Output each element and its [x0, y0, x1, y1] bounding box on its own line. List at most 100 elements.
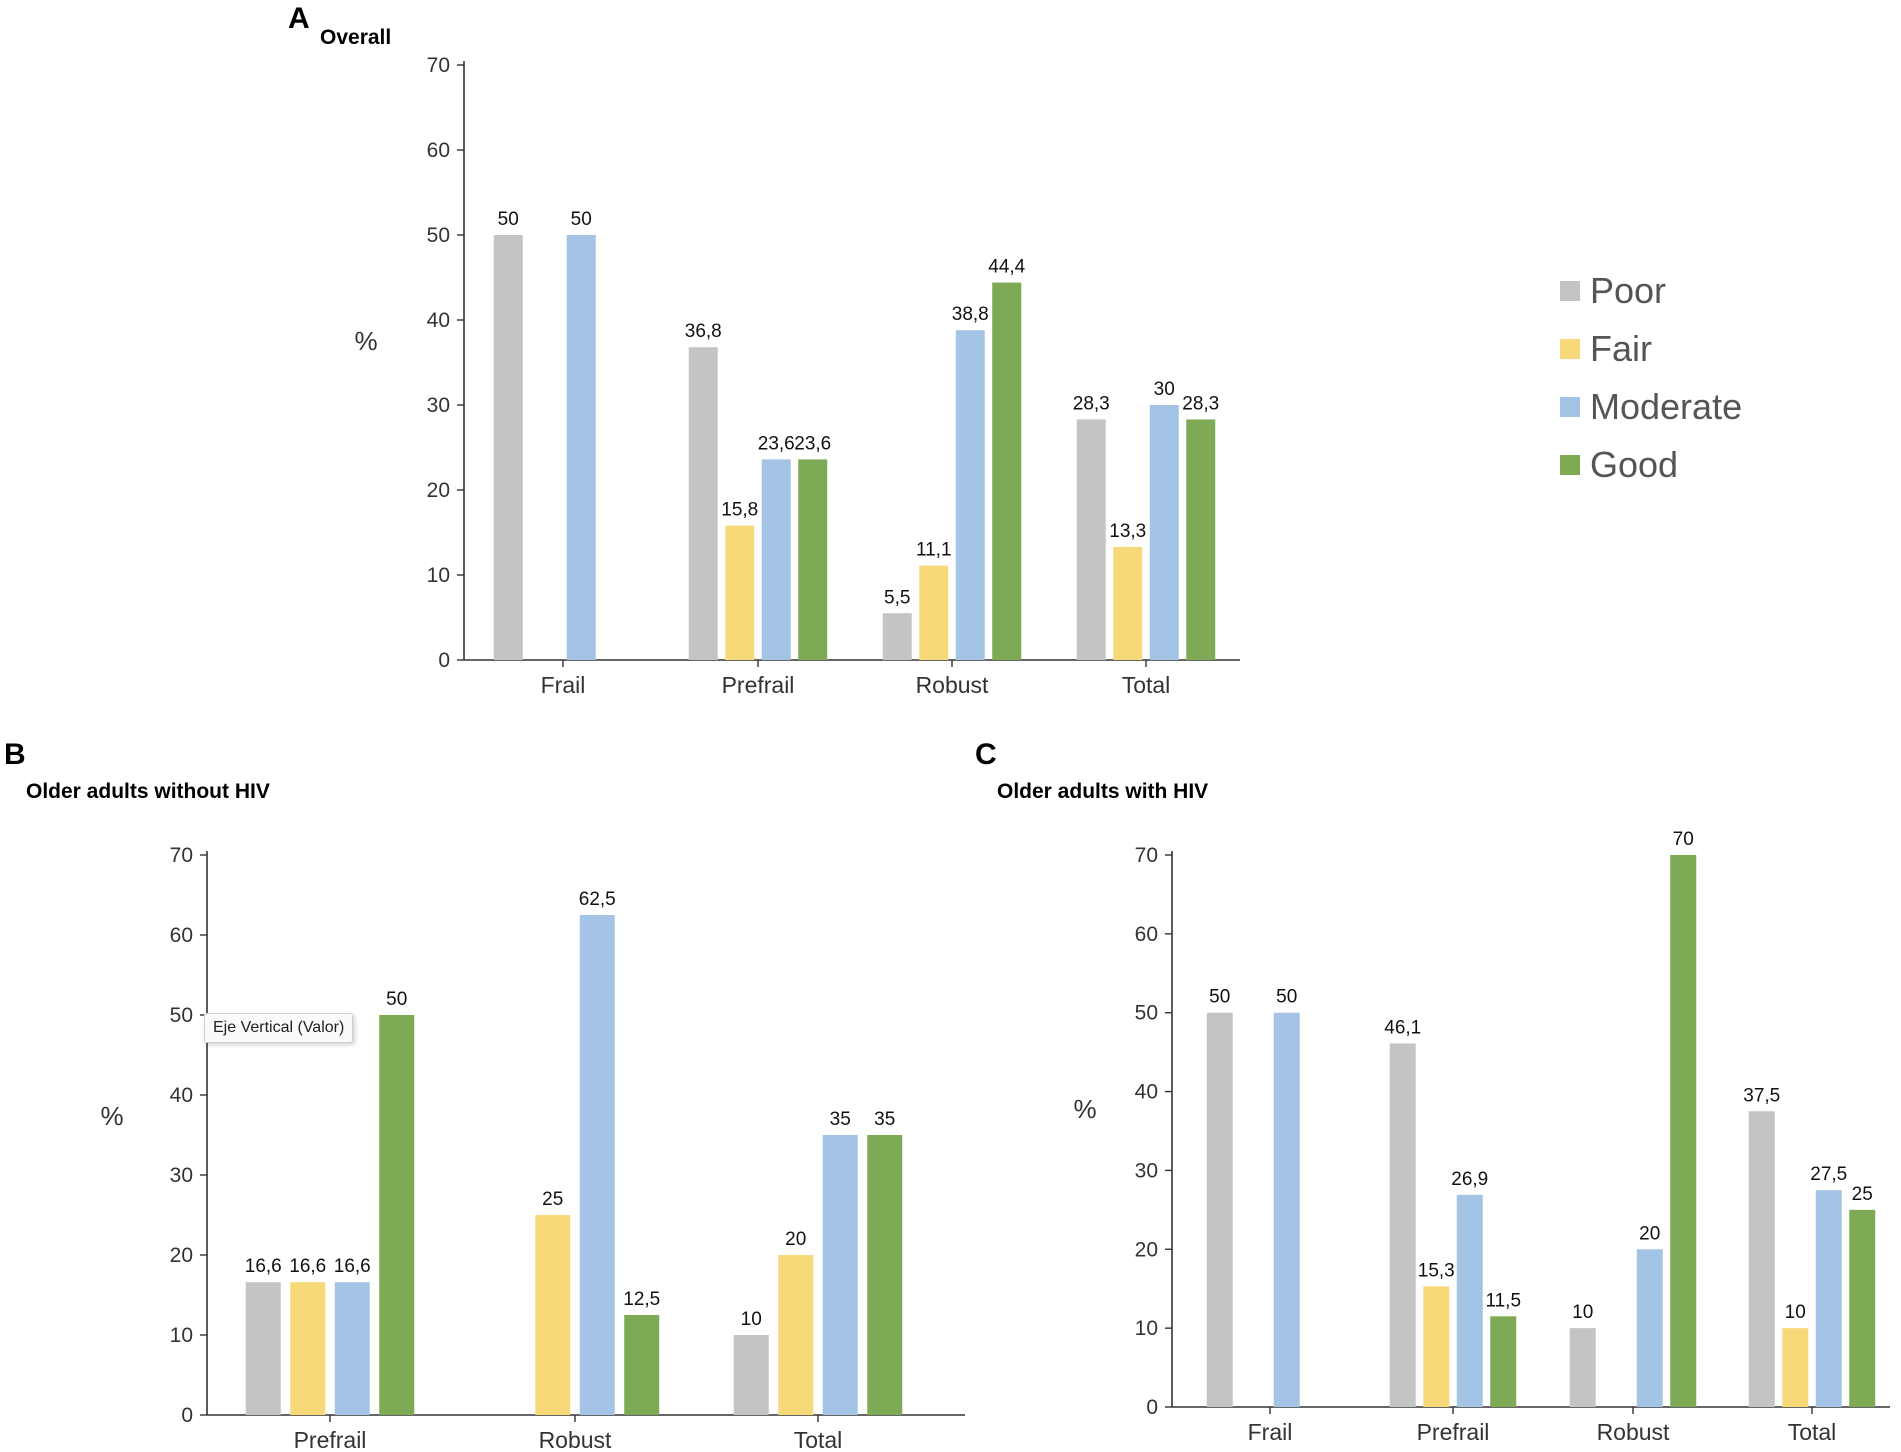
chart-b-data-label-prefrail-poor: 16,6 [245, 1256, 282, 1277]
chart-c-y-tick-0: 0 [1146, 1396, 1158, 1419]
chart-a-data-label-prefrail-moderate: 23,6 [758, 433, 795, 454]
chart-c-data-label-prefrail-moderate: 26,9 [1451, 1169, 1488, 1190]
chart-a: 0 10 20 30 40 50 60 70% Frail Prefrail Robust Total… [354, 54, 1240, 698]
panel-a-title: Overall [320, 26, 392, 49]
chart-b-bar-robust-moderate [579, 915, 615, 1415]
chart-c-bar-prefrail-good [1490, 1316, 1517, 1407]
chart-a-data-label-robust-moderate: 38,8 [952, 304, 989, 325]
chart-c-x-tick-total: Total [1788, 1419, 1837, 1445]
chart-c-data-label-total-moderate: 27,5 [1810, 1164, 1847, 1185]
chart-c-bar-robust-good [1670, 855, 1697, 1407]
chart-a-bar-total-good [1186, 419, 1216, 660]
chart-b-y-tick-50: 50 [170, 1004, 193, 1027]
chart-c-bar-robust-poor [1569, 1328, 1596, 1407]
legend-label-fair: Fair [1590, 328, 1652, 369]
chart-c-bar-total-fair [1782, 1328, 1809, 1407]
chart-a-data-label-frail-poor: 50 [498, 209, 519, 230]
chart-a-bar-prefrail-moderate [761, 459, 791, 660]
legend-swatch-fair [1560, 339, 1580, 359]
chart-b-y-tick-10: 10 [170, 1324, 193, 1347]
chart-b: 0 10 20 30 40 50 60 70% Prefrail Robust Total 16,6 1… [100, 844, 965, 1452]
legend-swatch-poor [1560, 281, 1580, 301]
chart-b-bar-total-good [867, 1135, 903, 1415]
chart-b-data-label-prefrail-moderate: 16,6 [334, 1256, 371, 1277]
chart-b-y-tick-40: 40 [170, 1084, 193, 1107]
chart-b-x-tick-prefrail: Prefrail [294, 1427, 367, 1452]
chart-a-y-tick-20: 20 [427, 479, 450, 502]
chart-b-bar-total-moderate [822, 1135, 858, 1415]
chart-a-y-tick-30: 30 [427, 394, 450, 417]
chart-b-bar-prefrail-fair [290, 1282, 326, 1415]
chart-a-data-label-prefrail-good: 23,6 [794, 433, 831, 454]
chart-a-data-label-total-moderate: 30 [1154, 379, 1175, 400]
chart-c-data-label-robust-good: 70 [1673, 829, 1694, 850]
chart-a-bar-prefrail-good [798, 459, 828, 660]
chart-a-bar-frail-moderate [566, 235, 596, 660]
chart-c-y-tick-30: 30 [1135, 1159, 1158, 1182]
legend-item-moderate: Moderate [1560, 378, 1742, 436]
chart-a-data-label-prefrail-poor: 36,8 [685, 321, 722, 342]
legend-label-moderate: Moderate [1590, 386, 1743, 427]
chart-a-data-label-total-poor: 28,3 [1073, 393, 1110, 414]
chart-a-y-tick-50: 50 [427, 224, 450, 247]
chart-c-data-label-prefrail-poor: 46,1 [1384, 1017, 1421, 1038]
panel-a-letter: A [288, 2, 310, 35]
chart-b-data-label-robust-moderate: 62,5 [579, 889, 616, 910]
chart-a-x-tick-robust: Robust [916, 672, 989, 698]
chart-a-y-tick-40: 40 [427, 309, 450, 332]
chart-b-bar-prefrail-poor [245, 1282, 281, 1415]
chart-a-bar-total-fair [1113, 546, 1143, 660]
chart-a-data-label-robust-fair: 11,1 [916, 540, 952, 561]
legend-swatch-good [1560, 455, 1580, 475]
chart-c-y-tick-70: 70 [1135, 844, 1158, 867]
legend: Poor Fair Moderate Good [1560, 262, 1742, 494]
chart-c-data-label-total-fair: 10 [1785, 1302, 1806, 1323]
chart-a-y-tick-10: 10 [427, 564, 450, 587]
chart-b-data-label-total-good: 35 [874, 1109, 895, 1130]
chart-b-y-tick-60: 60 [170, 924, 193, 947]
chart-c-x-tick-prefrail: Prefrail [1417, 1419, 1490, 1445]
chart-c-bar-frail-moderate [1273, 1012, 1300, 1407]
chart-c-bar-total-good [1849, 1209, 1876, 1407]
chart-c-bar-total-poor [1748, 1111, 1775, 1407]
chart-a-data-label-robust-good: 44,4 [988, 257, 1025, 278]
chart-c-y-tick-10: 10 [1135, 1317, 1158, 1340]
panel-c-title: Older adults with HIV [997, 780, 1209, 803]
chart-a-bar-robust-moderate [955, 330, 985, 660]
chart-c-data-label-total-poor: 37,5 [1743, 1085, 1780, 1106]
chart-c-data-label-prefrail-good: 11,5 [1485, 1290, 1521, 1311]
chart-b-bar-prefrail-moderate [334, 1282, 370, 1415]
chart-b-data-label-robust-fair: 25 [542, 1189, 563, 1210]
chart-a-bar-total-moderate [1149, 405, 1179, 660]
chart-c-data-label-frail-moderate: 50 [1276, 987, 1297, 1008]
chart-b-bar-prefrail-good [379, 1015, 415, 1415]
chart-c-bar-robust-moderate [1636, 1249, 1663, 1407]
chart-b-bar-robust-good [624, 1315, 660, 1415]
legend-item-fair: Fair [1560, 320, 1742, 378]
chart-c-bar-frail-poor [1206, 1012, 1233, 1407]
chart-c-data-label-total-good: 25 [1852, 1184, 1873, 1205]
chart-b-y-label: % [100, 1101, 123, 1131]
chart-c-bar-prefrail-fair [1423, 1286, 1450, 1407]
chart-a-bar-prefrail-poor [688, 347, 718, 660]
chart-c-y-tick-20: 20 [1135, 1238, 1158, 1261]
chart-c-data-label-robust-moderate: 20 [1639, 1223, 1660, 1244]
legend-item-poor: Poor [1560, 262, 1742, 320]
chart-c: 0 10 20 30 40 50 60 70% Frail Prefrail Robust Total… [1073, 829, 1890, 1445]
chart-a-bar-robust-good [992, 282, 1022, 660]
legend-swatch-moderate [1560, 397, 1580, 417]
chart-a-bar-robust-fair [919, 565, 949, 660]
chart-b-data-label-robust-good: 12,5 [623, 1289, 660, 1310]
chart-a-data-label-prefrail-fair: 15,8 [721, 500, 758, 521]
chart-a-y-tick-60: 60 [427, 139, 450, 162]
panel-b-title: Older adults without HIV [26, 780, 270, 803]
chart-b-y-tick-30: 30 [170, 1164, 193, 1187]
chart-a-data-label-total-good: 28,3 [1182, 393, 1219, 414]
chart-c-bar-prefrail-moderate [1456, 1194, 1483, 1407]
chart-b-data-label-total-moderate: 35 [830, 1109, 851, 1130]
panel-c-letter: C [975, 738, 997, 771]
chart-b-bar-robust-fair [535, 1215, 571, 1415]
chart-a-x-tick-prefrail: Prefrail [722, 672, 795, 698]
chart-a-data-label-frail-moderate: 50 [571, 209, 592, 230]
